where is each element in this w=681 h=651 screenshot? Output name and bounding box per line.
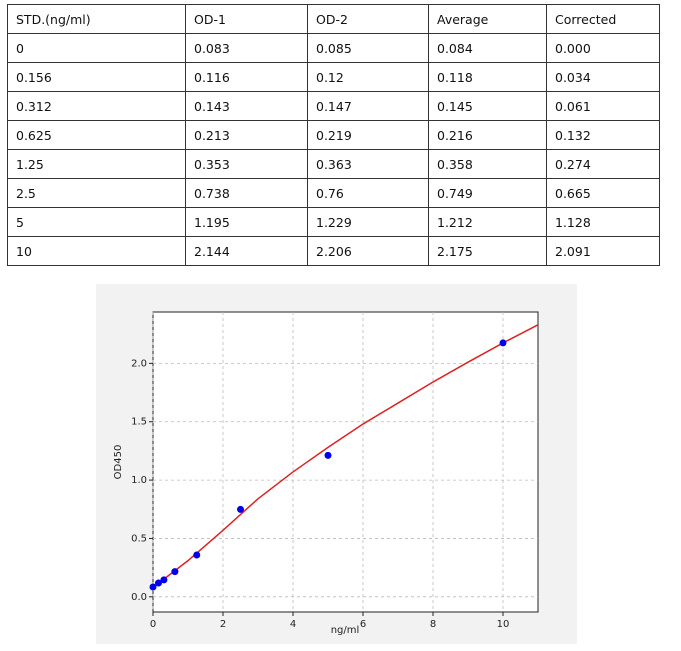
x-tick-label: 8	[430, 619, 436, 630]
table-cell: 10	[7, 236, 186, 266]
table-cell: Corrected	[546, 4, 660, 34]
table-cell: 0.665	[546, 178, 660, 208]
data-point	[324, 451, 332, 459]
y-tick-label: 1.5	[131, 417, 147, 428]
plot-area	[152, 311, 539, 613]
data-point	[193, 551, 201, 559]
table-cell: 2.206	[307, 236, 429, 266]
table-cell: 0.118	[428, 62, 547, 92]
table-cell: 2.091	[546, 236, 660, 266]
table-cell: OD-1	[185, 4, 308, 34]
table-cell: 0.213	[185, 120, 308, 150]
table-row: 5 1.195 1.229 1.212 1.128	[7, 207, 660, 237]
x-tick-label: 10	[497, 619, 510, 630]
table-row: 0 0.083 0.085 0.084 0.000	[7, 33, 660, 63]
y-axis-label: OD450	[113, 445, 124, 480]
table-cell: 2.175	[428, 236, 547, 266]
table-cell: Average	[428, 4, 547, 34]
table-cell: 0.216	[428, 120, 547, 150]
x-tick-label: 4	[290, 619, 296, 630]
table-cell: 0.12	[307, 62, 429, 92]
table-cell: 0.083	[185, 33, 308, 63]
table-cell: 1.229	[307, 207, 429, 237]
data-point	[499, 339, 507, 347]
table-cell: 0.353	[185, 149, 308, 179]
x-tick-label: 2	[220, 619, 226, 630]
y-tick-label: 2.0	[131, 358, 147, 369]
data-point	[237, 505, 244, 513]
table-cell: 2.5	[7, 178, 186, 208]
data-table: STD.(ng/ml) OD-1 OD-2 Average Corrected 0 0.08…	[7, 4, 660, 266]
fit-curve	[152, 324, 539, 589]
x-tick-label: 6	[360, 619, 366, 630]
table-row: 10 2.144 2.206 2.175 2.091	[7, 236, 660, 266]
y-tick-label: 0.0	[131, 592, 147, 603]
table-cell: 0.274	[546, 149, 660, 179]
table-cell: 0.147	[307, 91, 429, 121]
table-row: 0.312 0.143 0.147 0.145 0.061	[7, 91, 660, 121]
y-tick-label: 1.0	[131, 475, 147, 486]
data-point	[149, 583, 157, 591]
header-row: STD.(ng/ml) OD-1 OD-2 Average Corrected	[7, 4, 660, 34]
table-cell: STD.(ng/ml)	[7, 4, 186, 34]
table-cell: 1.128	[546, 207, 660, 237]
table-body: STD.(ng/ml) OD-1 OD-2 Average Corrected 0 0.08…	[7, 4, 660, 266]
table-cell: 0.085	[307, 33, 429, 63]
x-axis-label: ng/ml	[331, 625, 360, 636]
x-tick-label: 0	[150, 619, 156, 630]
table-cell: 2.144	[185, 236, 308, 266]
data-point	[154, 579, 162, 587]
table-cell: 0.358	[428, 149, 547, 179]
table-cell: 0.312	[7, 91, 186, 121]
table-cell: 0.145	[428, 91, 547, 121]
data-point	[160, 576, 168, 584]
data-point	[171, 568, 179, 576]
y-tick-label: 0.5	[131, 533, 147, 544]
